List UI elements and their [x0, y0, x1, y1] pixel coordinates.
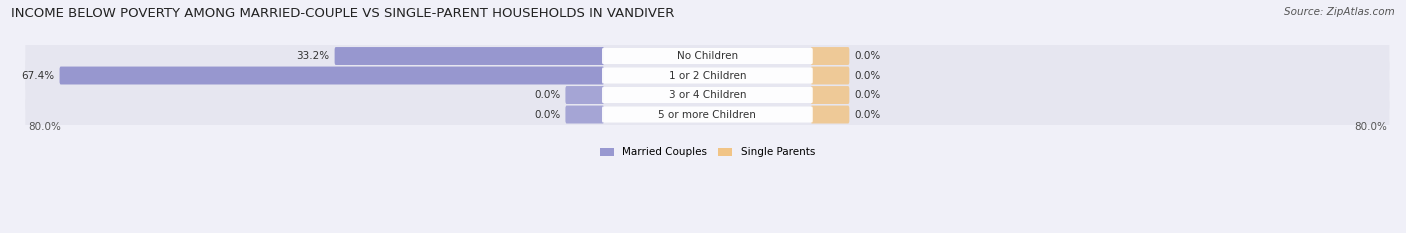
- Text: 33.2%: 33.2%: [297, 51, 329, 61]
- FancyBboxPatch shape: [811, 86, 849, 104]
- Text: 0.0%: 0.0%: [855, 51, 880, 61]
- FancyBboxPatch shape: [25, 39, 1389, 73]
- FancyBboxPatch shape: [602, 68, 813, 83]
- FancyBboxPatch shape: [59, 67, 605, 85]
- FancyBboxPatch shape: [565, 106, 605, 123]
- Text: 0.0%: 0.0%: [855, 71, 880, 81]
- FancyBboxPatch shape: [25, 58, 1389, 93]
- Text: 0.0%: 0.0%: [534, 90, 560, 100]
- FancyBboxPatch shape: [25, 78, 1389, 112]
- Text: No Children: No Children: [676, 51, 738, 61]
- Text: 80.0%: 80.0%: [28, 122, 60, 132]
- FancyBboxPatch shape: [811, 106, 849, 123]
- Text: 80.0%: 80.0%: [1354, 122, 1386, 132]
- FancyBboxPatch shape: [335, 47, 605, 65]
- FancyBboxPatch shape: [602, 87, 813, 103]
- Text: 67.4%: 67.4%: [21, 71, 55, 81]
- Text: INCOME BELOW POVERTY AMONG MARRIED-COUPLE VS SINGLE-PARENT HOUSEHOLDS IN VANDIVE: INCOME BELOW POVERTY AMONG MARRIED-COUPL…: [11, 7, 675, 20]
- Text: 3 or 4 Children: 3 or 4 Children: [669, 90, 747, 100]
- Legend: Married Couples, Single Parents: Married Couples, Single Parents: [595, 143, 820, 162]
- FancyBboxPatch shape: [602, 106, 813, 123]
- Text: 0.0%: 0.0%: [855, 90, 880, 100]
- Text: 5 or more Children: 5 or more Children: [658, 110, 756, 120]
- FancyBboxPatch shape: [565, 86, 605, 104]
- Text: Source: ZipAtlas.com: Source: ZipAtlas.com: [1284, 7, 1395, 17]
- FancyBboxPatch shape: [811, 67, 849, 85]
- FancyBboxPatch shape: [25, 98, 1389, 131]
- Text: 0.0%: 0.0%: [534, 110, 560, 120]
- Text: 1 or 2 Children: 1 or 2 Children: [669, 71, 747, 81]
- FancyBboxPatch shape: [602, 48, 813, 64]
- Text: 0.0%: 0.0%: [855, 110, 880, 120]
- FancyBboxPatch shape: [811, 47, 849, 65]
